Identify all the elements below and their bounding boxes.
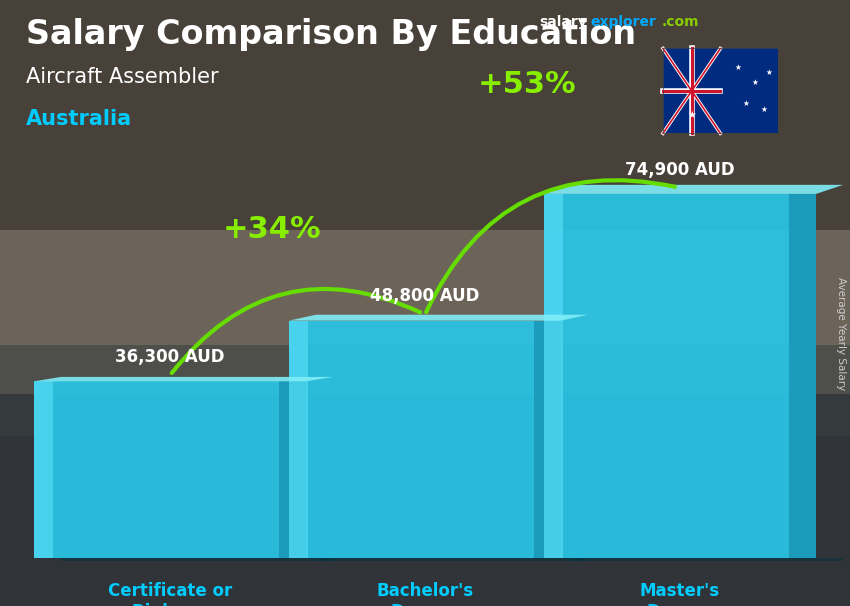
Text: 74,900 AUD: 74,900 AUD bbox=[626, 161, 734, 179]
Text: Australia: Australia bbox=[26, 109, 132, 129]
FancyArrowPatch shape bbox=[426, 180, 675, 312]
Bar bbox=[789, 194, 816, 558]
Text: Bachelor's
Degree: Bachelor's Degree bbox=[377, 582, 473, 606]
Text: ★: ★ bbox=[742, 99, 749, 108]
Text: Salary Comparison By Education: Salary Comparison By Education bbox=[26, 18, 636, 51]
Bar bbox=[571, 558, 843, 561]
Bar bbox=[0, 0, 850, 394]
Bar bbox=[534, 321, 561, 558]
Text: Master's
Degree: Master's Degree bbox=[640, 582, 720, 606]
Text: +53%: +53% bbox=[478, 70, 576, 99]
Text: Average Yearly Salary: Average Yearly Salary bbox=[836, 277, 846, 390]
Polygon shape bbox=[544, 185, 843, 194]
Text: ★: ★ bbox=[688, 110, 696, 119]
Bar bbox=[34, 381, 53, 558]
Text: Certificate or
Diploma: Certificate or Diploma bbox=[108, 582, 232, 606]
Text: ★: ★ bbox=[761, 105, 768, 114]
Text: ★: ★ bbox=[734, 62, 741, 72]
Bar bbox=[544, 194, 816, 558]
Text: .com: .com bbox=[661, 15, 699, 29]
Text: explorer: explorer bbox=[591, 15, 656, 29]
Bar bbox=[0, 394, 850, 606]
Bar bbox=[663, 48, 778, 133]
Polygon shape bbox=[34, 377, 333, 381]
Bar bbox=[544, 194, 563, 558]
Text: salary: salary bbox=[540, 15, 587, 29]
Bar bbox=[0, 0, 850, 230]
Bar bbox=[289, 321, 561, 558]
Bar bbox=[289, 321, 308, 558]
Text: +34%: +34% bbox=[223, 215, 321, 244]
Bar bbox=[61, 558, 333, 561]
Text: ★: ★ bbox=[765, 68, 772, 77]
Bar bbox=[34, 381, 306, 558]
FancyArrowPatch shape bbox=[172, 289, 420, 373]
Bar bbox=[279, 381, 306, 558]
Text: 36,300 AUD: 36,300 AUD bbox=[116, 348, 224, 366]
Text: Aircraft Assembler: Aircraft Assembler bbox=[26, 67, 218, 87]
Bar bbox=[663, 48, 778, 133]
Bar bbox=[0, 345, 850, 436]
Bar bbox=[316, 558, 588, 561]
Polygon shape bbox=[289, 315, 588, 321]
Text: 48,800 AUD: 48,800 AUD bbox=[371, 287, 479, 305]
Text: ★: ★ bbox=[751, 78, 758, 87]
